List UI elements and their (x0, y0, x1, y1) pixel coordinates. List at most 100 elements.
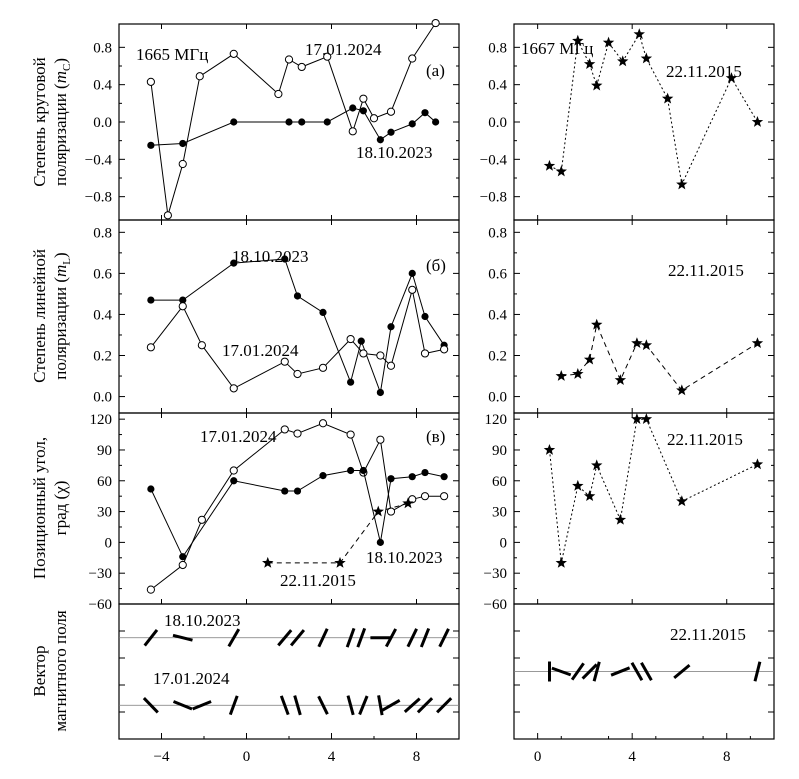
data-point-star (725, 72, 738, 83)
panel-c-right: 120 90 60 30 0 −30 −60 22.11.2015 (484, 412, 775, 613)
magnetic-field-vector (172, 633, 193, 642)
data-point-open (440, 345, 449, 354)
y-tick-label: 0.4 (93, 78, 112, 94)
data-point-star (334, 556, 346, 568)
y-tick-label: 120 (90, 412, 113, 428)
data-point-filled (147, 141, 155, 149)
data-point-star (676, 178, 688, 190)
y-tick-label: 30 (97, 505, 112, 521)
data-point-star (640, 413, 653, 425)
data-point-open (297, 62, 306, 72)
data-point-open (346, 334, 355, 344)
magnetic-field-vector (228, 695, 239, 716)
series-line (150, 470, 445, 558)
x-tick-label: 4 (328, 749, 336, 765)
y-axis-title-b-line2: поляризации (mL) (51, 252, 73, 379)
data-point-filled (179, 296, 187, 304)
data-point-filled (357, 337, 365, 345)
y-tick-label: 0.6 (93, 266, 112, 282)
magnetic-field-vector (581, 663, 598, 680)
annotation-label: (б) (426, 256, 446, 275)
annotation-label: (а) (426, 61, 445, 80)
data-point-filled (359, 466, 367, 475)
data-point-open (146, 585, 155, 594)
data-point-filled (376, 388, 384, 397)
annotation-label: 17.01.2024 (222, 341, 299, 360)
data-point-filled (230, 259, 238, 267)
magnetic-field-vector (227, 628, 241, 648)
magnetic-field-vector (384, 628, 398, 648)
magnetic-field-vector (346, 695, 355, 716)
data-point-star (583, 353, 596, 365)
panel-d-right: 0 4 8 22.11.2015 (513, 603, 775, 765)
series-line (561, 323, 758, 392)
y-tick-label: 0.8 (488, 40, 507, 56)
panel-c-left: 120 90 60 30 0 −30 −60 17.01.2024 22.11.2015 18.1… (89, 412, 460, 613)
y-tick-label: 0.4 (488, 78, 507, 94)
magnetic-field-vector (436, 697, 453, 714)
data-point-star (751, 337, 764, 349)
y-tick-label: 0.0 (93, 390, 112, 406)
data-point-filled (293, 292, 302, 300)
data-point-filled (408, 473, 416, 481)
data-point-open (229, 466, 238, 475)
series-line (267, 502, 409, 564)
data-point-open (376, 351, 385, 360)
panel-a-left: 0.8 0.4 0.0 −0.4 −0.8 1665 МГц 17.01.2024 18.10… (85, 18, 460, 221)
magnetic-field-vector (610, 666, 631, 677)
x-tick-label: 4 (628, 749, 636, 765)
annotation-label: 18.10.2023 (366, 548, 443, 567)
data-point-filled (387, 323, 395, 331)
panel-a-right: 0.8 0.4 0.0 −0.4 −0.8 1667 МГц 22.11.2015 (480, 23, 775, 221)
data-point-open (293, 429, 302, 438)
data-point-star (640, 339, 653, 351)
panel-b-left: 0.8 0.6 0.4 0.2 0.0 18.10.2023 17.01.2024 (б) (93, 219, 460, 414)
data-point-filled (281, 255, 289, 263)
data-point-filled (359, 107, 367, 115)
annotation-label: 1667 МГц (521, 39, 593, 58)
data-point-open (386, 107, 396, 116)
data-point-open (178, 159, 187, 169)
annotation-label: (в) (426, 427, 445, 446)
data-point-star (631, 337, 643, 349)
magnetic-field-vector (345, 627, 356, 648)
data-point-open (146, 77, 155, 86)
data-point-open (274, 89, 283, 99)
magnetic-field-vector (753, 661, 762, 682)
data-point-filled (421, 109, 429, 117)
data-point-filled (376, 136, 384, 144)
annotation-label: 18.10.2023 (232, 247, 309, 266)
data-point-filled (319, 472, 327, 480)
y-axis-title-a-line1: Степень круговой (30, 57, 49, 186)
data-point-star (614, 513, 627, 525)
y-tick-label: 0.8 (488, 225, 507, 241)
data-point-filled (147, 296, 155, 304)
data-point-open (348, 127, 357, 136)
y-tick-label: −60 (484, 597, 507, 613)
annotation-label: 22.11.2015 (280, 571, 356, 590)
magnetic-field-vector (640, 662, 653, 681)
x-tick-label: 8 (413, 749, 421, 765)
data-point-star (591, 79, 603, 91)
y-tick-label: −30 (484, 566, 507, 582)
data-point-open (318, 419, 328, 428)
data-point-open (163, 211, 172, 220)
data-point-star (676, 384, 688, 396)
data-point-filled (179, 553, 187, 561)
data-point-open (408, 54, 417, 63)
data-point-filled (432, 118, 440, 126)
data-point-open (197, 341, 206, 350)
data-point-open (280, 425, 289, 434)
data-point-star (661, 92, 674, 104)
data-point-open (386, 361, 396, 370)
magnetic-field-vector (293, 695, 302, 716)
data-point-open (229, 49, 238, 58)
x-tick-label: 0 (534, 749, 542, 765)
y-tick-label: 0 (105, 535, 113, 551)
magnetic-field-vector (592, 661, 601, 682)
magnetic-field-vector (673, 663, 691, 680)
y-tick-label: 120 (485, 412, 508, 428)
magnetic-field-vector (630, 662, 644, 681)
data-point-filled (440, 473, 448, 481)
